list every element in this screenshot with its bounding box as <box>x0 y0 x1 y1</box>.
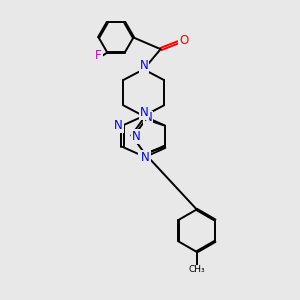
Text: N: N <box>140 59 148 72</box>
Text: CH₃: CH₃ <box>188 266 205 274</box>
Text: N: N <box>139 153 148 166</box>
Text: F: F <box>95 49 102 62</box>
Text: N: N <box>143 112 152 124</box>
Text: N: N <box>132 130 140 143</box>
Text: N: N <box>114 119 123 132</box>
Text: O: O <box>179 34 189 47</box>
Text: N: N <box>141 151 150 164</box>
Text: N: N <box>140 106 148 119</box>
